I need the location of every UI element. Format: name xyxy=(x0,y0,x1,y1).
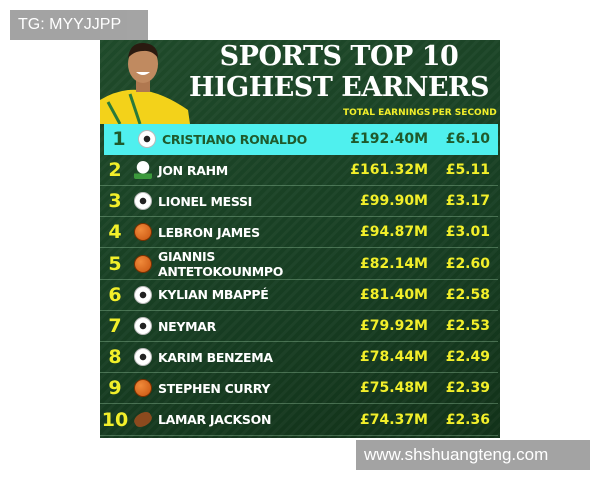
total-earnings: £192.40M xyxy=(350,131,428,148)
infographic: SPORTS TOP 10 HIGHEST EARNERS TOTAL EARN… xyxy=(100,40,500,438)
per-second: £2.53 xyxy=(445,318,490,335)
athlete-name: JON RAHM xyxy=(158,162,228,178)
total-earnings: £82.14M xyxy=(360,255,428,272)
rank: 7 xyxy=(108,315,122,338)
title-line-1: SPORTS TOP 10 xyxy=(219,41,459,72)
per-second: £5.11 xyxy=(445,162,490,179)
total-earnings: £99.90M xyxy=(360,193,428,210)
title-line-2: HIGHEST EARNERS xyxy=(189,72,489,103)
athlete-name: CRISTIANO RONALDO xyxy=(162,131,307,147)
soccer-ball-icon xyxy=(134,285,152,304)
total-earnings: £81.40M xyxy=(360,286,428,303)
basketball-icon xyxy=(134,223,152,242)
table-row: 9 STEPHEN CURRY £75.48M £2.39 xyxy=(100,374,498,405)
total-earnings: £74.37M xyxy=(360,411,428,428)
athlete-name: LEBRON JAMES xyxy=(158,224,260,240)
per-second: £2.60 xyxy=(445,255,490,272)
rank: 3 xyxy=(108,190,122,213)
rank: 6 xyxy=(108,283,122,306)
athlete-name: NEYMAR xyxy=(158,318,216,334)
american-football-icon xyxy=(131,409,155,430)
athlete-name: GIANNIS ANTETOKOUNMPO xyxy=(158,248,284,279)
basketball-icon xyxy=(134,254,152,273)
soccer-ball-icon xyxy=(134,317,152,336)
rank: 2 xyxy=(108,159,122,182)
rank: 4 xyxy=(108,221,122,244)
per-second: £2.49 xyxy=(445,349,490,366)
athlete-name: LIONEL MESSI xyxy=(158,193,253,209)
per-second: £3.01 xyxy=(445,224,490,241)
soccer-ball-icon xyxy=(138,130,156,149)
rank: 10 xyxy=(101,408,129,431)
table-row: 4 LEBRON JAMES £94.87M £3.01 xyxy=(100,218,498,249)
table-row: 3 LIONEL MESSI £99.90M £3.17 xyxy=(100,186,498,218)
per-second: £2.39 xyxy=(445,380,490,397)
per-second: £6.10 xyxy=(445,131,490,148)
watermark-top-left: TG: MYYJJPP xyxy=(10,10,148,40)
table-row: 1 CRISTIANO RONALDO £192.40M £6.10 xyxy=(104,124,498,155)
total-earnings: £94.87M xyxy=(360,224,428,241)
per-second: £2.36 xyxy=(445,411,490,428)
table-row: 8 KARIM BENZEMA £78.44M £2.49 xyxy=(100,342,498,374)
rank: 8 xyxy=(108,346,122,369)
athlete-name: KYLIAN MBAPPÉ xyxy=(158,287,269,303)
basketball-icon xyxy=(134,379,152,398)
rank: 9 xyxy=(108,377,122,400)
athlete-name: KARIM BENZEMA xyxy=(158,349,273,365)
rank: 5 xyxy=(108,252,122,275)
table-row: 6 KYLIAN MBAPPÉ £81.40M £2.58 xyxy=(100,280,498,311)
watermark-bottom-right: www.shshuangteng.com xyxy=(356,440,590,470)
athlete-name: STEPHEN CURRY xyxy=(158,380,271,396)
rank: 1 xyxy=(112,128,126,151)
total-earnings: £79.92M xyxy=(360,318,428,335)
column-header-total-earnings: TOTAL EARNINGS xyxy=(343,108,431,118)
per-second: £2.58 xyxy=(445,286,490,303)
table-row: 10 LAMAR JACKSON £74.37M £2.36 xyxy=(100,405,498,436)
soccer-ball-icon xyxy=(134,348,152,367)
golf-ball-icon xyxy=(134,161,152,180)
total-earnings: £161.32M xyxy=(350,162,428,179)
player-photo xyxy=(100,42,190,124)
table-row: 7 NEYMAR £79.92M £2.53 xyxy=(100,311,498,342)
table-row: 5 GIANNIS ANTETOKOUNMPO £82.14M £2.60 xyxy=(100,249,498,280)
table-row: 2 JON RAHM £161.32M £5.11 xyxy=(100,155,498,186)
soccer-ball-icon xyxy=(134,192,152,211)
per-second: £3.17 xyxy=(445,193,490,210)
total-earnings: £78.44M xyxy=(360,349,428,366)
athlete-name: LAMAR JACKSON xyxy=(158,412,272,428)
column-header-per-second: PER SECOND xyxy=(432,108,497,118)
total-earnings: £75.48M xyxy=(360,380,428,397)
